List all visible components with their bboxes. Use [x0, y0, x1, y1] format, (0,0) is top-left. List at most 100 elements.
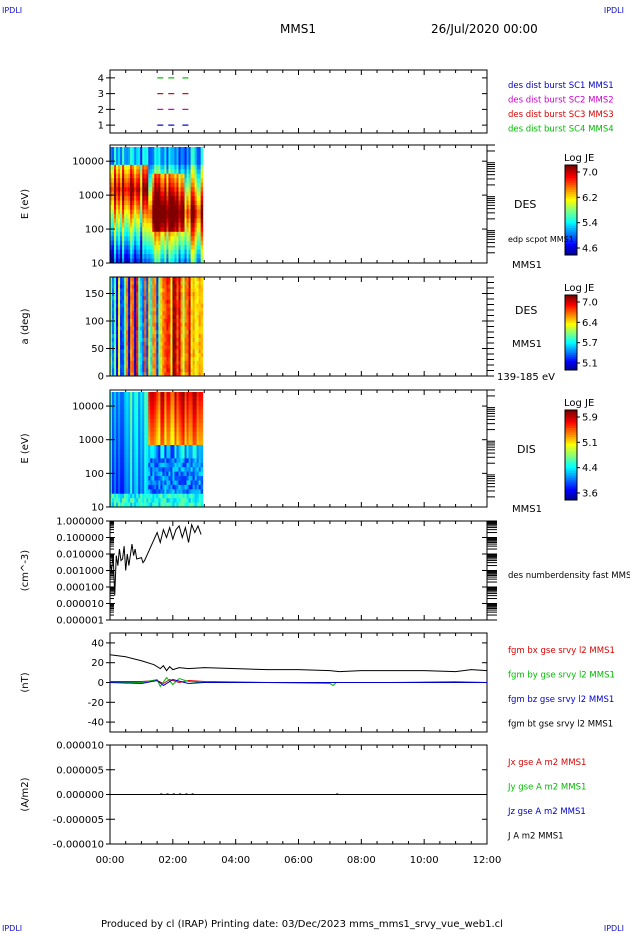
- des_energy-cell: [134, 147, 137, 152]
- des_pitch-cell: [154, 341, 157, 347]
- dis_energy-cell: [166, 422, 169, 428]
- des_energy-cell: [124, 173, 127, 179]
- des_pitch-cell: [146, 292, 149, 297]
- des_pitch-cell: [194, 356, 198, 362]
- des_energy-cell: [176, 231, 180, 237]
- des_energy-cell: [120, 173, 123, 179]
- dis_energy-cell: [164, 458, 167, 464]
- des_energy-cell: [180, 205, 184, 210]
- dis_energy-cell: [140, 396, 143, 402]
- des_energy-cell: [192, 245, 196, 251]
- des_pitch-cell: [148, 341, 151, 347]
- dis_energy-cell: [198, 440, 202, 446]
- dis_energy-cell: [126, 453, 129, 459]
- des_pitch-cell: [140, 277, 143, 282]
- dis_energy-cell: [196, 436, 200, 442]
- dis_energy-cell: [112, 480, 115, 486]
- dis_energy-cell: [194, 458, 198, 464]
- des_energy-cell: [190, 187, 194, 193]
- des_energy-cell: [144, 245, 147, 251]
- des_pitch-cell: [122, 277, 125, 282]
- des_pitch-cell: [164, 311, 167, 316]
- des_energy-cell: [174, 147, 177, 152]
- des_pitch-cell: [178, 353, 182, 358]
- dis_energy-cell: [112, 498, 115, 504]
- dis_energy-cell: [160, 436, 163, 442]
- dis_energy-cell: [182, 484, 186, 490]
- des_pitch-cell: [136, 292, 139, 297]
- des_energy-cell: [170, 160, 173, 166]
- des_energy-cell: [186, 258, 190, 264]
- des_energy-cell: [146, 222, 149, 228]
- dis_energy-cell: [126, 493, 129, 499]
- des_energy-cell: [168, 173, 171, 179]
- des_energy-cell: [194, 169, 198, 175]
- des_energy-cell: [140, 236, 143, 242]
- dis_energy-cell: [116, 431, 119, 437]
- des_pitch-cell: [126, 299, 129, 305]
- dis_energy-cell: [130, 480, 133, 486]
- des_energy-cell: [164, 147, 167, 152]
- des_pitch-cell: [182, 330, 186, 335]
- des_energy-cell: [166, 227, 169, 233]
- des_energy-cell: [158, 205, 161, 210]
- des_energy-cell: [154, 231, 157, 237]
- dis_energy-cell: [182, 493, 186, 499]
- dis_energy-cell: [150, 414, 153, 420]
- dis_energy-cell: [144, 405, 147, 411]
- dis_energy-cell: [160, 392, 163, 397]
- dis_energy-cell: [136, 392, 139, 397]
- des_pitch-cell: [136, 341, 139, 347]
- dis_energy-cell: [196, 431, 200, 437]
- des_energy-cell: [110, 164, 113, 170]
- des_energy-cell: [178, 160, 182, 166]
- dis_energy-cell: [190, 493, 194, 499]
- des_energy-cell: [118, 213, 121, 219]
- dis_energy-cell: [142, 440, 145, 446]
- dis_energy-cell: [134, 462, 137, 468]
- des_pitch-cell: [170, 277, 173, 282]
- des_energy-cell: [194, 205, 198, 210]
- des_pitch-cell: [182, 372, 186, 377]
- des_energy-cell: [176, 218, 180, 224]
- des_energy-cell: [116, 231, 119, 237]
- dis_energy-cell: [112, 458, 115, 464]
- des_energy-cell: [166, 249, 169, 255]
- des_energy-cell: [160, 249, 163, 255]
- des_energy-cell: [140, 240, 143, 246]
- des_pitch-cell: [140, 299, 143, 305]
- des_pitch-cell: [182, 277, 186, 282]
- dis_energy-cell: [140, 484, 143, 490]
- des_energy-cell: [192, 205, 196, 210]
- dis_energy-cell: [150, 427, 153, 433]
- des_pitch-cell: [144, 292, 147, 297]
- dis_energy-cell: [174, 445, 177, 450]
- des_energy-cell: [112, 236, 115, 242]
- des_energy-cell: [200, 164, 204, 170]
- des_energy-cell: [118, 182, 121, 188]
- des_pitch-cell: [122, 315, 125, 320]
- des_pitch-cell: [176, 303, 180, 308]
- des_energy-cell: [170, 178, 173, 184]
- des_pitch-cell: [178, 349, 182, 354]
- des_energy-cell: [166, 222, 169, 228]
- des_pitch-cell: [128, 299, 131, 305]
- des_energy-cell: [136, 240, 139, 246]
- des_energy-cell: [138, 205, 141, 210]
- dis_energy-cell: [110, 431, 113, 437]
- dis_energy-cell: [196, 476, 200, 481]
- des_pitch-cell: [136, 349, 139, 354]
- dis_energy-cell: [114, 458, 117, 464]
- dis_energy-cell: [134, 436, 137, 442]
- des_pitch-cell: [180, 345, 184, 350]
- dis_energy-cell: [134, 440, 137, 446]
- des_energy-cell: [188, 196, 192, 202]
- dis_energy-cell: [162, 414, 165, 420]
- dis_energy-colorbar-cell: [565, 466, 577, 469]
- dis_energy-cell: [200, 409, 204, 415]
- des_energy-cell: [194, 245, 198, 251]
- des_pitch-cell: [192, 341, 196, 347]
- des_energy-cell: [200, 218, 204, 224]
- des_pitch-cell: [118, 337, 121, 343]
- dis_energy-cell: [132, 489, 135, 495]
